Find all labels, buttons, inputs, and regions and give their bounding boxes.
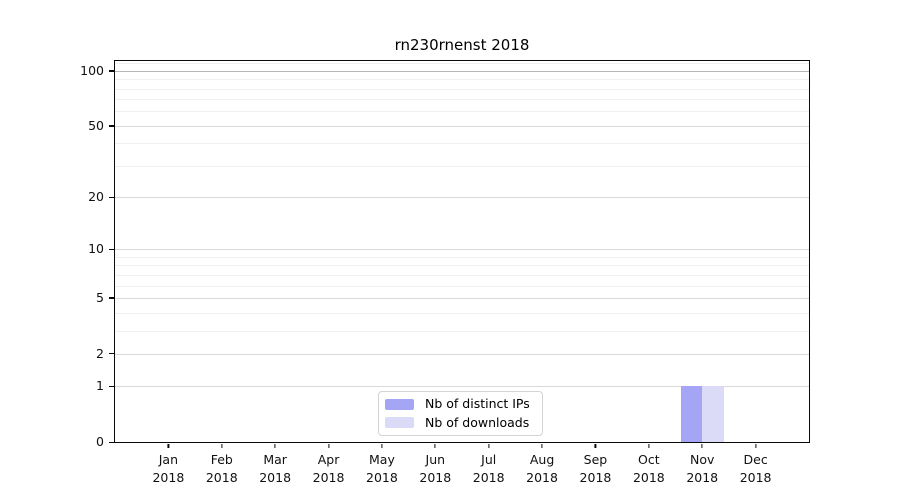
x-tick-mark — [327, 444, 330, 448]
x-tick-mark — [701, 444, 703, 448]
x-tick-month: Jan — [158, 452, 179, 467]
gridline-minor — [115, 330, 809, 332]
x-axis: Jan 2018 Feb 2018 Mar 2018 Apr 2018 May 2018 Jun 20… — [115, 444, 809, 496]
x-tick-year: 2018 — [205, 469, 238, 485]
gridline-major — [115, 353, 809, 355]
x-tick-year: 2018 — [259, 469, 292, 485]
x-tick-label-may: May 2018 — [366, 451, 398, 486]
x-tick-month: Aug — [529, 452, 555, 467]
y-tick-mark — [109, 297, 114, 299]
x-tick-year: 2018 — [579, 469, 612, 485]
y-tick-label: 5 — [96, 290, 104, 306]
x-tick-month: May — [369, 452, 395, 467]
x-tick-year: 2018 — [526, 469, 558, 485]
gridline-major — [115, 297, 809, 299]
x-tick-month: Dec — [743, 452, 768, 467]
x-tick-label-mar: Mar 2018 — [259, 451, 291, 486]
x-tick-year: 2018 — [472, 469, 505, 485]
x-tick-mark — [541, 444, 543, 448]
x-tick-label-sep: Sep 2018 — [580, 451, 612, 486]
y-tick-mark — [109, 385, 114, 387]
x-tick-mark — [274, 444, 276, 448]
plot-area: Nb of distinct IPs Nb of downloads — [114, 60, 810, 443]
y-tick-label: 2 — [96, 345, 104, 361]
x-tick-mark — [381, 444, 383, 448]
chart-title: rn230rnenst 2018 — [394, 36, 530, 54]
y-tick-label: 0 — [96, 434, 104, 450]
gridline-minor — [115, 256, 809, 258]
x-tick-mark — [755, 444, 757, 448]
legend-item-downloads: Nb of downloads — [385, 414, 534, 430]
y-tick-mark — [109, 248, 114, 250]
x-tick-mark — [221, 444, 223, 448]
gridline-major — [115, 249, 809, 251]
y-tick-label: 20 — [88, 189, 104, 205]
bar-nb-of-downloads — [702, 386, 724, 442]
gridline-minor — [115, 111, 809, 113]
x-tick-year: 2018 — [739, 469, 772, 485]
x-tick-label-feb: Feb 2018 — [206, 451, 238, 486]
x-tick-year: 2018 — [366, 469, 398, 485]
legend: Nb of distinct IPs Nb of downloads — [378, 391, 543, 436]
y-axis: 0 1 2 5 10 20 50 100 — [0, 61, 114, 449]
legend-swatch-downloads — [385, 417, 414, 429]
gridline-minor — [115, 285, 809, 287]
x-tick-year: 2018 — [419, 469, 452, 485]
y-tick-mark — [109, 70, 114, 72]
x-tick-month: Nov — [690, 452, 715, 467]
x-tick-month: Feb — [210, 452, 233, 467]
x-tick-label-oct: Oct 2018 — [633, 451, 665, 486]
x-tick-label-jan: Jan 2018 — [152, 451, 184, 486]
x-tick-year: 2018 — [686, 469, 719, 485]
x-tick-mark — [594, 444, 597, 448]
x-tick-year: 2018 — [152, 469, 185, 485]
gridline-minor — [115, 99, 809, 101]
gridline-minor — [115, 143, 809, 145]
gridline-minor — [115, 88, 809, 90]
x-tick-label-dec: Dec 2018 — [740, 451, 772, 486]
legend-item-distinct-ips: Nb of distinct IPs — [385, 396, 534, 411]
y-tick-mark — [109, 125, 114, 127]
legend-label-distinct-ips: Nb of distinct IPs — [425, 396, 530, 411]
gridline-minor — [115, 274, 809, 276]
x-tick-mark — [167, 444, 169, 448]
x-tick-month: Mar — [263, 452, 287, 467]
gridline-minor — [115, 165, 809, 167]
gridline-major — [115, 197, 809, 199]
x-tick-label-aug: Aug 2018 — [526, 451, 558, 486]
x-tick-mark — [488, 444, 490, 448]
bar-nb-of-distinct-ips — [680, 386, 703, 442]
x-tick-mark — [434, 444, 436, 448]
gridline-minor — [115, 265, 809, 267]
y-tick-label: 10 — [88, 241, 104, 257]
x-tick-month: Jun — [425, 452, 446, 467]
legend-label-downloads: Nb of downloads — [425, 414, 530, 430]
x-tick-month: Sep — [583, 452, 608, 467]
x-tick-label-jul: Jul 2018 — [473, 451, 505, 486]
legend-swatch-distinct-ips — [385, 398, 414, 410]
x-tick-label-jun: Jun 2018 — [419, 451, 451, 486]
x-tick-month: Oct — [638, 452, 660, 467]
x-tick-label-nov: Nov 2018 — [686, 451, 718, 486]
x-tick-mark — [648, 444, 650, 448]
x-tick-year: 2018 — [632, 469, 665, 485]
y-tick-mark — [109, 441, 114, 443]
y-tick-mark — [109, 353, 114, 355]
gridline-minor — [115, 63, 809, 65]
y-tick-mark — [109, 196, 114, 198]
gridline-major — [115, 70, 809, 72]
x-tick-month: Jul — [481, 452, 497, 467]
x-tick-label-apr: Apr 2018 — [313, 451, 345, 486]
gridline-major — [115, 125, 809, 127]
gridline-minor — [115, 79, 809, 81]
x-tick-month: Apr — [317, 452, 340, 467]
y-tick-label: 50 — [88, 118, 104, 134]
y-tick-label: 1 — [96, 378, 104, 394]
gridline-major — [115, 386, 809, 388]
x-tick-year: 2018 — [312, 469, 345, 485]
y-tick-label: 100 — [80, 63, 104, 79]
gridline-minor — [115, 312, 809, 314]
